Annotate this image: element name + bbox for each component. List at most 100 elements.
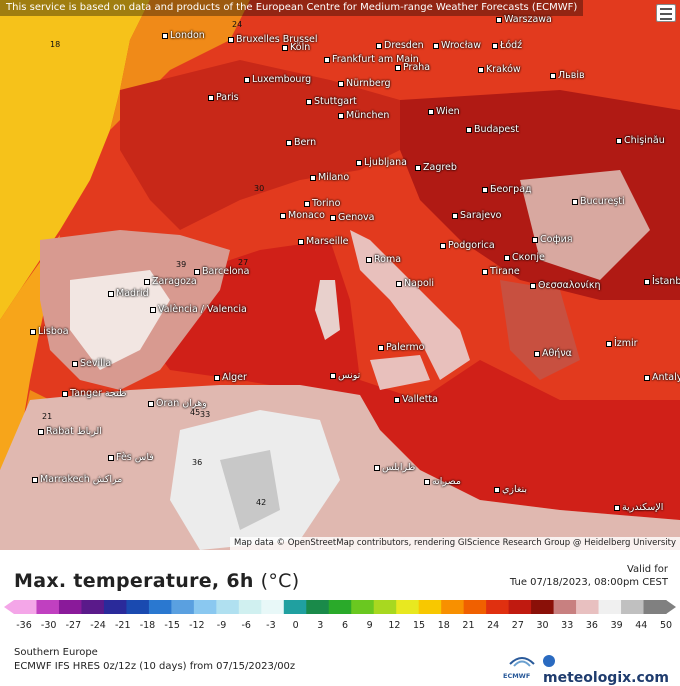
temperature-label: 45 [190,408,201,417]
scale-swatch [81,600,105,614]
scale-tick-label: 27 [511,620,524,631]
scale-tick-label: -30 [40,620,57,631]
city-label: İzmir [606,338,638,349]
city-label: Barcelona [194,266,249,277]
scale-tick-label: -21 [115,620,131,631]
scale-swatch [508,600,532,614]
title-unit: (°C) [260,570,300,592]
city-label: İstanbul [644,276,680,287]
map-attribution: Map data © OpenStreetMap contributors, r… [230,537,680,550]
city-label: Stuttgart [306,96,357,107]
city-label: Paris [208,92,239,103]
scale-tick-label: 9 [366,620,373,631]
scale-swatch [126,600,150,614]
city-label: Warszawa [496,14,552,25]
scale-swatch [216,600,240,614]
city-label: Praha [395,62,430,73]
scale-swatch [328,600,352,614]
city-label: Luxembourg [244,74,311,85]
city-label: Monaco [280,210,325,221]
scale-tick-label: 0 [292,620,299,631]
valid-time: Tue 07/18/2023, 08:00pm CEST [509,577,668,588]
scale-swatch [103,600,127,614]
city-label: Valletta [394,394,438,405]
color-scale-ticks: -36 -30 -27 -24 -21 -18 -15 -12 -9 -6 -3 0 3 6 9 12 15 18… [4,620,676,634]
scale-arrow-right [666,600,676,614]
city-label: Genova [330,212,374,223]
city-label: تونس [330,370,360,381]
color-scale-bar [4,600,676,614]
city-label: Wrocław [433,40,481,51]
scale-swatch [621,600,645,614]
city-label: Alger [214,372,247,383]
temperature-label: 39 [176,260,187,269]
scale-tick-label: 36 [585,620,598,631]
city-label: München [338,110,389,121]
city-label: Lisboa [30,326,69,337]
layers-toggle-button[interactable] [656,4,676,22]
scale-tick-label: -9 [216,620,227,631]
city-label: Köln [282,42,310,53]
scale-swatch [171,600,195,614]
temperature-label: 18 [50,40,61,49]
city-label: Milano [310,172,349,183]
scale-swatch [531,600,555,614]
ecmwf-logo-icon [509,657,535,667]
scale-swatch [306,600,330,614]
city-label: Oran وهران [148,398,207,409]
city-label: مصراته [424,476,461,487]
scale-swatch [441,600,465,614]
scale-swatch [396,600,420,614]
city-label: Zagreb [415,162,457,173]
city-label: Rabat الرباط [38,426,102,437]
city-label: Bucureşti [572,196,625,207]
valid-for-label: Valid for [626,564,668,575]
scale-swatch [238,600,262,614]
city-label: بنغازي [494,484,527,495]
scale-arrow-left [4,600,14,614]
map-canvas [0,0,680,550]
scale-swatch [283,600,307,614]
scale-swatch [576,600,600,614]
scale-tick-label: -12 [189,620,205,631]
city-label: طرابلس [374,462,415,473]
scale-tick-label: -24 [90,620,106,631]
city-label: València / Valencia [150,304,247,315]
city-label: Łódź [492,40,522,51]
city-label: Marrakech مراكش [32,474,122,485]
city-label: Wien [428,106,460,117]
temperature-label: 24 [232,20,243,29]
scale-tick-label: 18 [437,620,450,631]
scale-tick-label: 39 [610,620,623,631]
city-label: Roma [366,254,401,265]
scale-swatch [643,600,667,614]
scale-tick-label: -18 [139,620,156,631]
scale-swatch [351,600,375,614]
map-title: Max. temperature, 6h (°C) [14,570,299,592]
scale-swatch [193,600,217,614]
scale-swatch [418,600,442,614]
city-label: Αθήνα [534,348,572,359]
city-label: Dresden [376,40,424,51]
ecmwf-logo-text: ECMWF [503,672,531,680]
city-label: Tanger طنجة [62,388,127,399]
city-label: Fès فاس [108,452,154,463]
scale-tick-label: 30 [536,620,549,631]
city-label: София [532,234,572,245]
temperature-label: 36 [192,458,203,467]
scale-tick-label: 15 [413,620,426,631]
scale-swatch [261,600,285,614]
city-label: Frankfurt am Main [324,54,419,65]
meteologix-brand[interactable]: meteologix.com [543,654,680,686]
scale-swatch [36,600,60,614]
city-label: Tirane [482,266,520,277]
scale-tick-label: 24 [487,620,500,631]
scale-tick-label: 21 [462,620,475,631]
scale-swatch [373,600,397,614]
model-info: ECMWF IFS HRES 0z/12z (10 days) from 07/… [14,661,296,672]
scale-tick-label: -3 [266,620,276,631]
temperature-map[interactable]: This service is based on data and produc… [0,0,680,550]
temperature-label: 30 [254,184,265,193]
city-label: Bern [286,137,316,148]
city-label: Podgorica [440,240,495,251]
